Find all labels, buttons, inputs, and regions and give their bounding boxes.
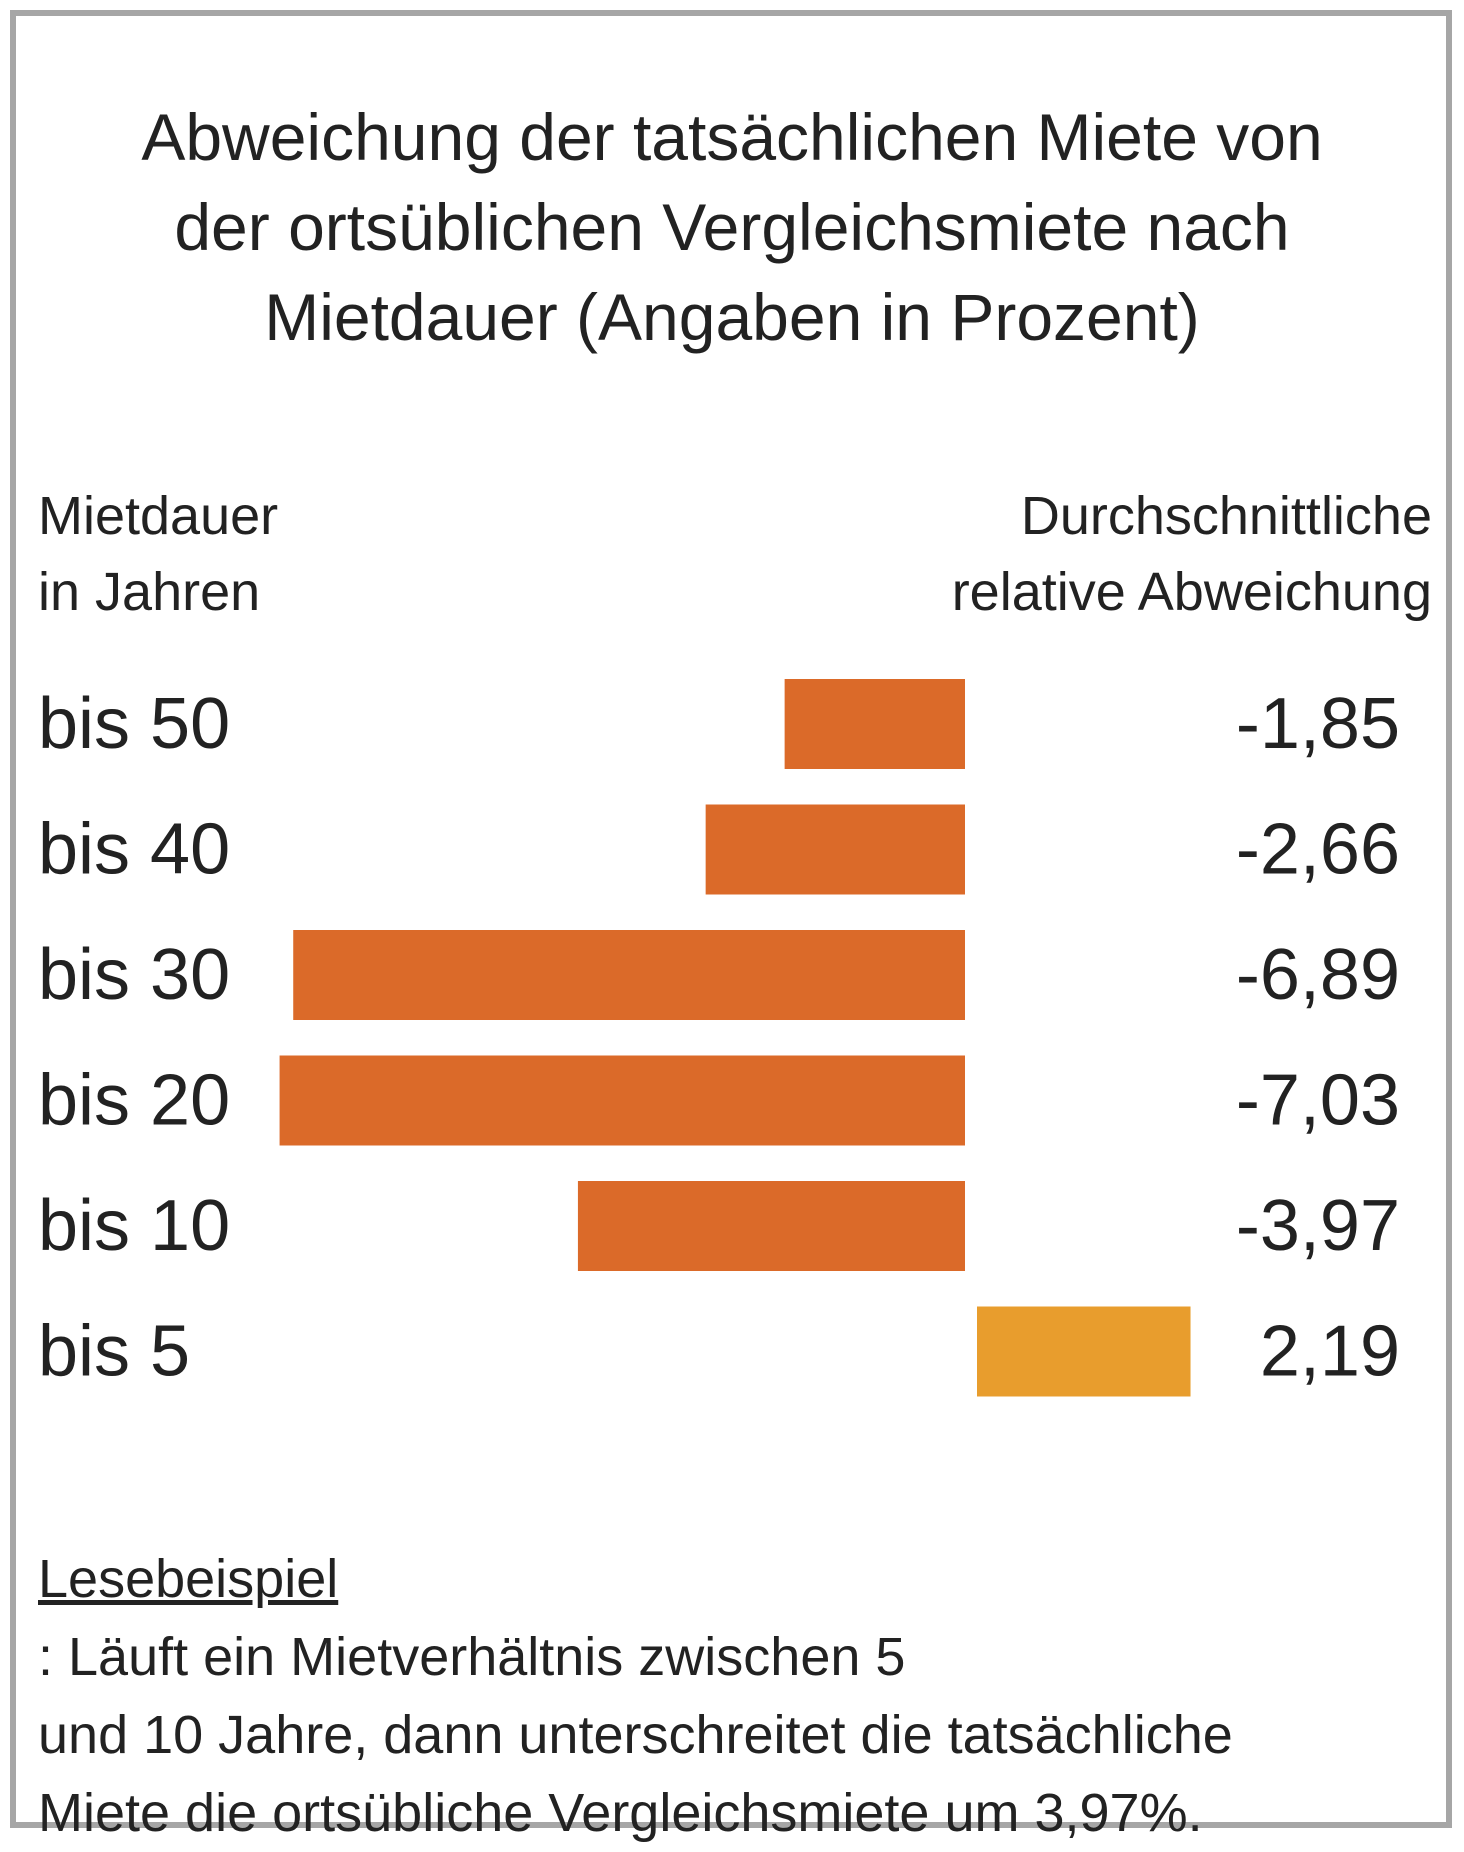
category-label: bis 5 <box>38 1312 190 1392</box>
bar-bis-20 <box>279 1055 965 1146</box>
bar-bis-50 <box>784 679 965 769</box>
value-label: -1,85 <box>1236 684 1400 764</box>
value-label: 2,19 <box>1260 1312 1400 1392</box>
bar-bis-40 <box>705 804 965 895</box>
value-label: -2,66 <box>1236 810 1400 890</box>
bar-bis-30 <box>293 930 966 1020</box>
reading-example-text-1: : Läuft ein Mietverhältnis zwischen 5 <box>38 1627 906 1687</box>
reading-example-line-3: Miete die ortsübliche Vergleichsmiete um… <box>38 1783 1203 1843</box>
bar-bis-5 <box>977 1306 1191 1397</box>
value-label: -7,03 <box>1236 1061 1400 1141</box>
category-label: bis 40 <box>38 810 230 890</box>
chart-frame <box>10 10 1452 1828</box>
chart-title-line-1: Abweichung der tatsächlichen Miete von <box>141 100 1323 174</box>
chart-title-line-3: Mietdauer (Angaben in Prozent) <box>264 280 1200 354</box>
reading-example-line-2: und 10 Jahre, dann unterschreitet die ta… <box>38 1705 1233 1765</box>
value-label: -6,89 <box>1236 935 1400 1015</box>
value-label: -3,97 <box>1236 1186 1400 1266</box>
chart-title-line-2: der ortsüblichen Vergleichsmiete nach <box>174 190 1290 264</box>
value-column-header: Durchschnittliche relative Abweichung <box>952 478 1432 630</box>
reading-example: Lesebeispiel : Läuft ein Mietverhältnis z… <box>38 1540 1438 1852</box>
reading-example-line-1: Lesebeispiel : Läuft ein Mietverhältnis z… <box>38 1540 1438 1696</box>
bar-bis-10 <box>577 1181 965 1271</box>
category-axis-label-line-2: in Jahren <box>38 562 261 622</box>
category-label: bis 30 <box>38 935 230 1015</box>
value-column-header-line-2: relative Abweichung <box>951 562 1432 622</box>
category-axis-label-line-1: Mietdauer <box>38 486 279 546</box>
category-axis-label: Mietdauer in Jahren <box>38 478 278 630</box>
category-label: bis 10 <box>38 1186 230 1266</box>
chart-title: Abweichung der tatsächlichen Miete von d… <box>20 92 1444 362</box>
category-label: bis 50 <box>38 684 230 764</box>
reading-example-label: Lesebeispiel <box>38 1549 339 1609</box>
value-column-header-line-1: Durchschnittliche <box>1020 486 1432 546</box>
category-label: bis 20 <box>38 1061 230 1141</box>
